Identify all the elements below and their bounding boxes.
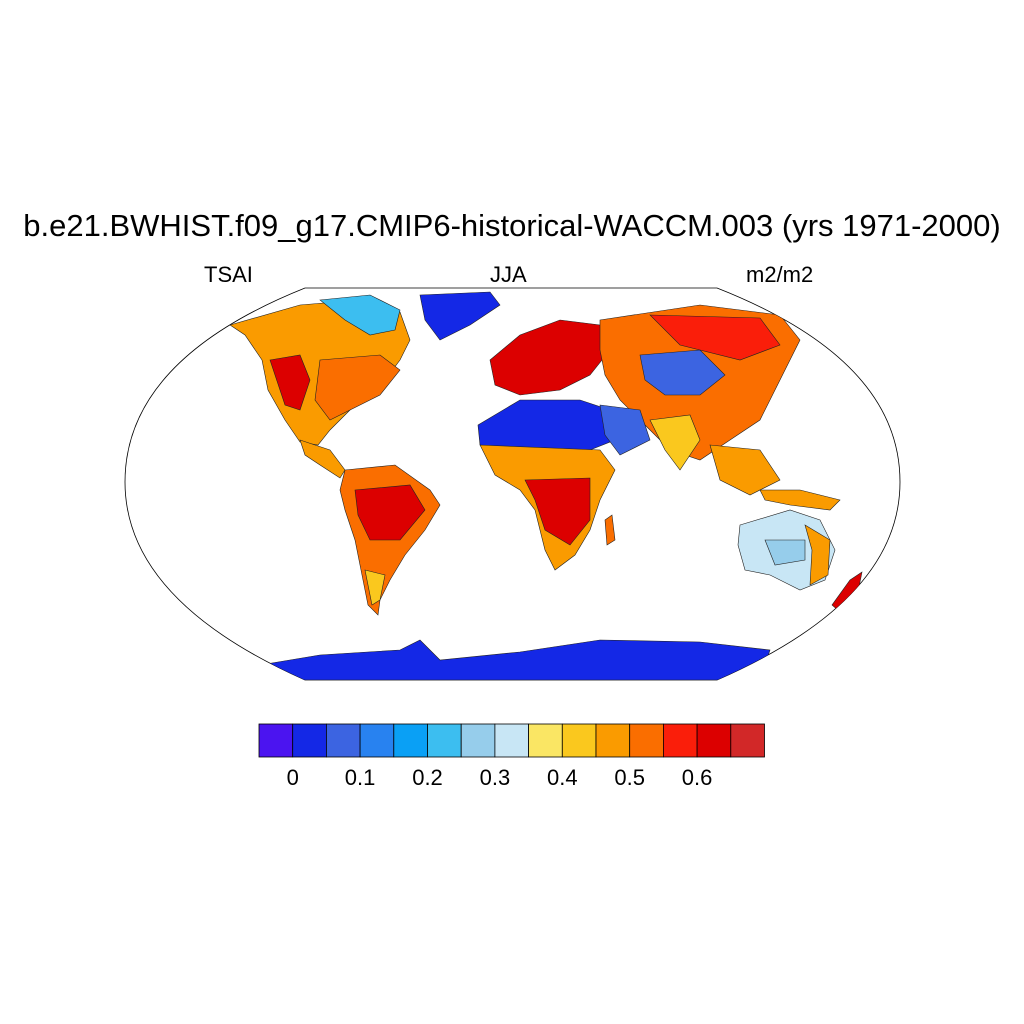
units-label: m2/m2 (746, 262, 814, 287)
colorbar-swatch (595, 723, 631, 758)
colorbar-swatch (359, 723, 395, 758)
colorbar-swatch (528, 723, 563, 758)
australia-east (804, 524, 831, 586)
colorbar-swatch (494, 723, 529, 758)
europe (489, 319, 611, 396)
colorbar-swatch (427, 723, 462, 758)
season-label: JJA (490, 262, 527, 287)
arabia (599, 404, 651, 456)
colorbar-tick-label: 0.4 (547, 765, 578, 790)
indonesia (759, 489, 841, 511)
colorbar-tick-label: 0.6 (682, 765, 713, 790)
colorbar-swatch (696, 723, 732, 758)
patagonia (364, 569, 386, 606)
india (649, 414, 701, 471)
colorbar-tick-label: 0.1 (345, 765, 376, 790)
australia-center (764, 539, 806, 566)
canada-arctic (319, 294, 401, 336)
colorbar-swatch (460, 723, 496, 758)
antarctica (259, 639, 771, 680)
chart-title: b.e21.BWHIST.f09_g17.CMIP6-historical-WA… (23, 208, 1001, 243)
colorbar-swatch (258, 723, 294, 758)
central-america (299, 439, 346, 479)
colorbar-swatch (730, 723, 765, 758)
colorbar-tick-label: 0 (287, 765, 299, 790)
greenland (419, 291, 501, 341)
colorbar-swatch (325, 723, 361, 758)
colorbar-tick-label: 0.3 (480, 765, 511, 790)
colorbar-tick-label: 0.5 (614, 765, 645, 790)
siberia (649, 314, 781, 361)
colorbar-swatch (663, 723, 698, 758)
colorbar-tick-label: 0.2 (412, 765, 443, 790)
north-america-east (314, 354, 401, 421)
central-africa (524, 477, 591, 546)
north-america-west (269, 354, 311, 411)
colorbar-swatch (629, 723, 664, 758)
colorbar-swatch (561, 723, 597, 758)
madagascar (604, 514, 616, 546)
variable-label: TSAI (204, 262, 253, 287)
amazon (354, 484, 426, 541)
southeast-asia (709, 444, 781, 496)
colorbar-swatch (292, 723, 327, 758)
colorbar-swatch (393, 723, 428, 758)
